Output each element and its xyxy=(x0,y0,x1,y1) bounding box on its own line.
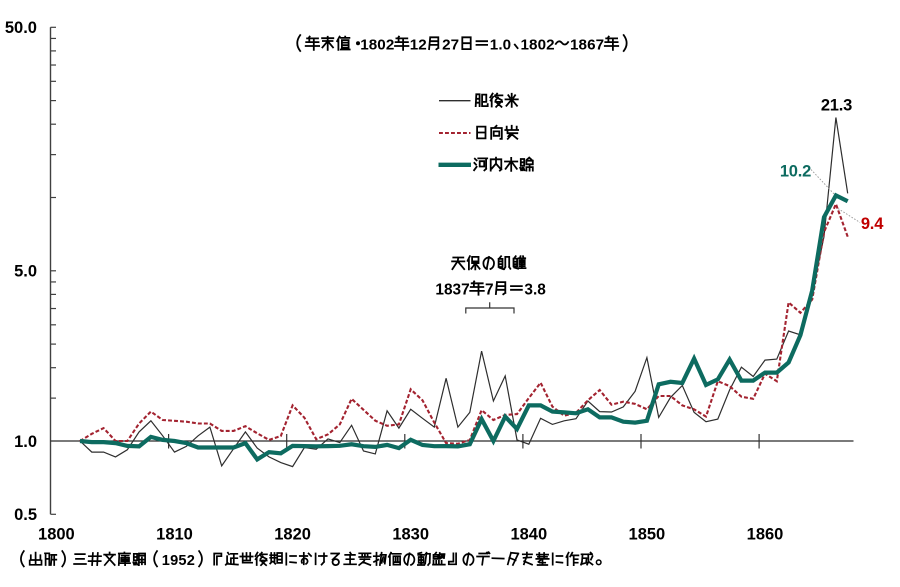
svg-text:1952: 1952 xyxy=(162,553,195,569)
svg-text:9.4: 9.4 xyxy=(861,215,884,233)
svg-text:5.0: 5.0 xyxy=(14,263,37,281)
svg-text:10.2: 10.2 xyxy=(780,163,811,181)
svg-text:50.0: 50.0 xyxy=(5,19,37,37)
svg-text:1802: 1802 xyxy=(360,36,394,53)
svg-text:1820: 1820 xyxy=(274,526,311,544)
svg-text:1867: 1867 xyxy=(570,36,604,53)
svg-text:12: 12 xyxy=(410,36,427,53)
svg-text:21.3: 21.3 xyxy=(821,97,852,115)
svg-text:1830: 1830 xyxy=(392,526,429,544)
svg-text:1810: 1810 xyxy=(156,526,193,544)
svg-text:1837: 1837 xyxy=(435,281,469,298)
svg-text:1800: 1800 xyxy=(38,526,75,544)
svg-text:1840: 1840 xyxy=(510,526,547,544)
svg-text:3.8: 3.8 xyxy=(524,281,546,298)
svg-text:7: 7 xyxy=(485,281,494,298)
svg-text:1860: 1860 xyxy=(747,526,784,544)
svg-text:1850: 1850 xyxy=(629,526,666,544)
svg-text:0.5: 0.5 xyxy=(14,506,37,524)
svg-text:1.0: 1.0 xyxy=(490,36,511,53)
svg-text:1802: 1802 xyxy=(521,36,555,53)
svg-text:27: 27 xyxy=(442,36,459,53)
svg-text:1.0: 1.0 xyxy=(14,433,37,451)
